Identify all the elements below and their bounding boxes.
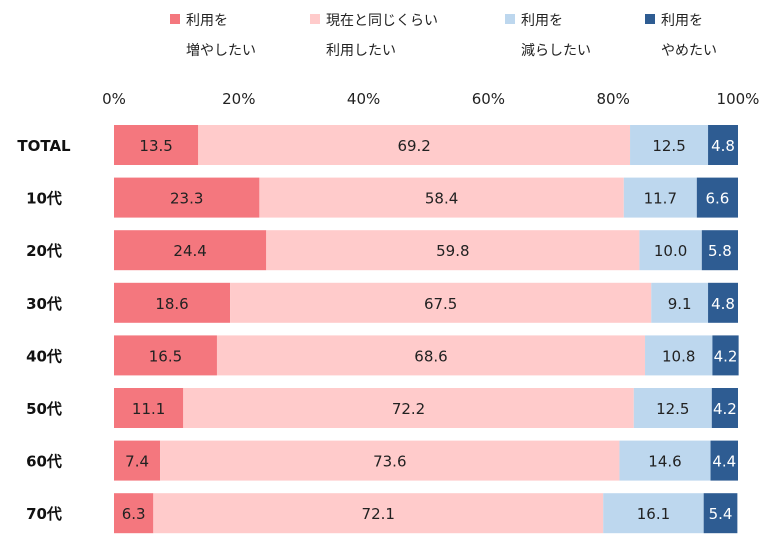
data-label: 5.4 xyxy=(709,505,733,523)
bar-segment xyxy=(712,335,739,376)
bar-segment xyxy=(114,440,161,481)
bar-segment xyxy=(114,335,217,376)
data-label: 10.0 xyxy=(654,242,687,260)
bar-segment xyxy=(266,230,640,271)
category-label: 20代 xyxy=(26,242,62,260)
data-label: 4.2 xyxy=(713,400,737,418)
bar-segment xyxy=(639,230,702,271)
bar-segment xyxy=(696,177,738,218)
data-label: 12.5 xyxy=(652,137,685,155)
legend-item: 利用を増やしたい xyxy=(170,6,256,66)
bar-segment xyxy=(630,125,709,165)
category-label: 30代 xyxy=(26,295,62,313)
data-label: 12.5 xyxy=(656,400,689,418)
legend-item: 現在と同じくらい利用したい xyxy=(310,6,438,66)
bar-segment xyxy=(619,440,711,481)
bar-segment xyxy=(711,388,738,428)
legend-label: 利用を xyxy=(505,6,591,36)
x-tick-label: 40% xyxy=(347,90,380,108)
data-label: 67.5 xyxy=(424,295,457,313)
bar-segment xyxy=(153,493,604,534)
data-label: 5.8 xyxy=(708,242,732,260)
legend-label: 利用を xyxy=(170,6,256,36)
data-label: 4.4 xyxy=(712,453,736,471)
data-label: 6.3 xyxy=(122,505,146,523)
bar-segment xyxy=(114,282,231,323)
data-label: 14.6 xyxy=(648,453,681,471)
bar-segment xyxy=(216,335,646,376)
legend-swatch xyxy=(645,14,655,24)
bar-segment xyxy=(114,230,267,271)
bar-segment xyxy=(708,282,738,323)
bar-segment xyxy=(114,125,199,165)
x-tick-label: 0% xyxy=(102,90,126,108)
bar-segment xyxy=(114,388,184,428)
bar-segment xyxy=(603,493,704,534)
data-label: 72.2 xyxy=(392,400,425,418)
data-label: 69.2 xyxy=(397,137,430,155)
data-label: 58.4 xyxy=(425,190,458,208)
bar-segment xyxy=(708,125,738,165)
legend-swatch xyxy=(505,14,515,24)
bar-segment xyxy=(114,177,260,218)
data-label: 11.7 xyxy=(644,190,677,208)
bar-segment xyxy=(623,177,697,218)
legend-label: 現在と同じくらい xyxy=(310,6,438,36)
x-tick-label: 60% xyxy=(472,90,505,108)
legend-item: 利用を減らしたい xyxy=(505,6,591,66)
bar-segment xyxy=(633,388,712,428)
legend-label: 利用したい xyxy=(326,43,396,59)
bar-segment xyxy=(651,282,709,323)
bar-segment xyxy=(645,335,713,376)
data-label: 18.6 xyxy=(155,295,188,313)
data-label: 11.1 xyxy=(132,400,165,418)
legend-item: 利用をやめたい xyxy=(645,6,717,66)
bar-segment xyxy=(703,493,738,534)
legend-label: 減らしたい xyxy=(521,43,591,59)
legend-label: 利用を xyxy=(645,6,717,36)
data-label: 68.6 xyxy=(414,347,447,365)
data-label: 24.4 xyxy=(173,242,206,260)
data-label: 9.1 xyxy=(668,295,692,313)
x-tick-label: 20% xyxy=(222,90,255,108)
data-label: 23.3 xyxy=(170,190,203,208)
data-label: 72.1 xyxy=(362,505,395,523)
data-label: 4.8 xyxy=(711,295,735,313)
data-label: 10.8 xyxy=(662,347,695,365)
data-label: 59.8 xyxy=(436,242,469,260)
data-label: 73.6 xyxy=(373,453,406,471)
category-label: 60代 xyxy=(26,453,62,471)
x-tick-label: 80% xyxy=(597,90,630,108)
category-label: 70代 xyxy=(26,505,62,523)
data-label: 4.2 xyxy=(714,347,738,365)
category-label: 10代 xyxy=(26,190,62,208)
legend-label: やめたい xyxy=(661,43,717,59)
x-tick-label: 100% xyxy=(717,90,760,108)
category-label: TOTAL xyxy=(17,137,71,155)
data-label: 13.5 xyxy=(139,137,172,155)
bar-segment xyxy=(114,493,154,534)
bar-segment xyxy=(183,388,634,428)
legend-label: 増やしたい xyxy=(186,43,256,59)
data-label: 7.4 xyxy=(125,453,149,471)
bar-segment xyxy=(198,125,631,165)
data-label: 6.6 xyxy=(705,190,729,208)
legend-swatch xyxy=(310,14,320,24)
bar-segment xyxy=(259,177,624,218)
data-label: 4.8 xyxy=(711,137,735,155)
data-label: 16.5 xyxy=(149,347,182,365)
bar-segment xyxy=(710,440,738,481)
bar-segment xyxy=(701,230,738,271)
category-label: 50代 xyxy=(26,400,62,418)
legend-swatch xyxy=(170,14,180,24)
data-label: 16.1 xyxy=(637,505,670,523)
bar-segment xyxy=(160,440,620,481)
category-label: 40代 xyxy=(26,347,62,365)
bar-segment xyxy=(230,282,652,323)
